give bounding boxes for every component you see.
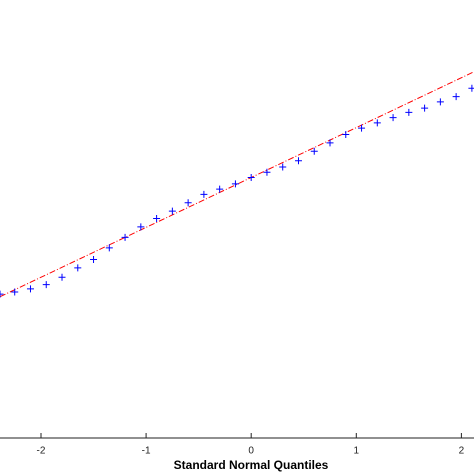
data-point <box>153 214 161 222</box>
data-point <box>421 104 429 112</box>
data-point <box>452 93 460 101</box>
data-point <box>184 199 192 207</box>
data-point <box>405 108 413 116</box>
data-point <box>294 157 302 165</box>
data-point <box>58 273 66 281</box>
data-point <box>121 233 129 241</box>
data-point <box>279 163 287 171</box>
data-point <box>263 168 271 176</box>
data-point <box>168 207 176 215</box>
data-point <box>105 244 113 252</box>
data-point <box>468 84 474 92</box>
data-point <box>200 190 208 198</box>
x-axis-label: Standard Normal Quantiles <box>174 458 329 472</box>
x-tick-label: -2 <box>37 446 46 457</box>
reference-line <box>0 71 474 298</box>
data-point <box>389 114 397 122</box>
data-point <box>74 264 82 272</box>
data-point <box>26 285 34 293</box>
x-tick-label: 0 <box>248 446 254 457</box>
data-point <box>247 174 255 182</box>
data-point <box>310 147 318 155</box>
x-tick-label: 1 <box>354 446 360 457</box>
data-point <box>11 288 19 296</box>
x-tick-label: -1 <box>142 446 151 457</box>
x-tick-label: 2 <box>459 446 465 457</box>
data-point <box>90 255 98 263</box>
data-point <box>216 185 224 193</box>
data-point <box>436 98 444 106</box>
data-point <box>0 290 4 298</box>
data-point <box>342 130 350 138</box>
data-point <box>373 119 381 127</box>
data-point <box>42 281 50 289</box>
data-point <box>326 139 334 147</box>
data-point <box>231 180 239 188</box>
data-point <box>137 223 145 231</box>
data-point <box>358 124 366 132</box>
